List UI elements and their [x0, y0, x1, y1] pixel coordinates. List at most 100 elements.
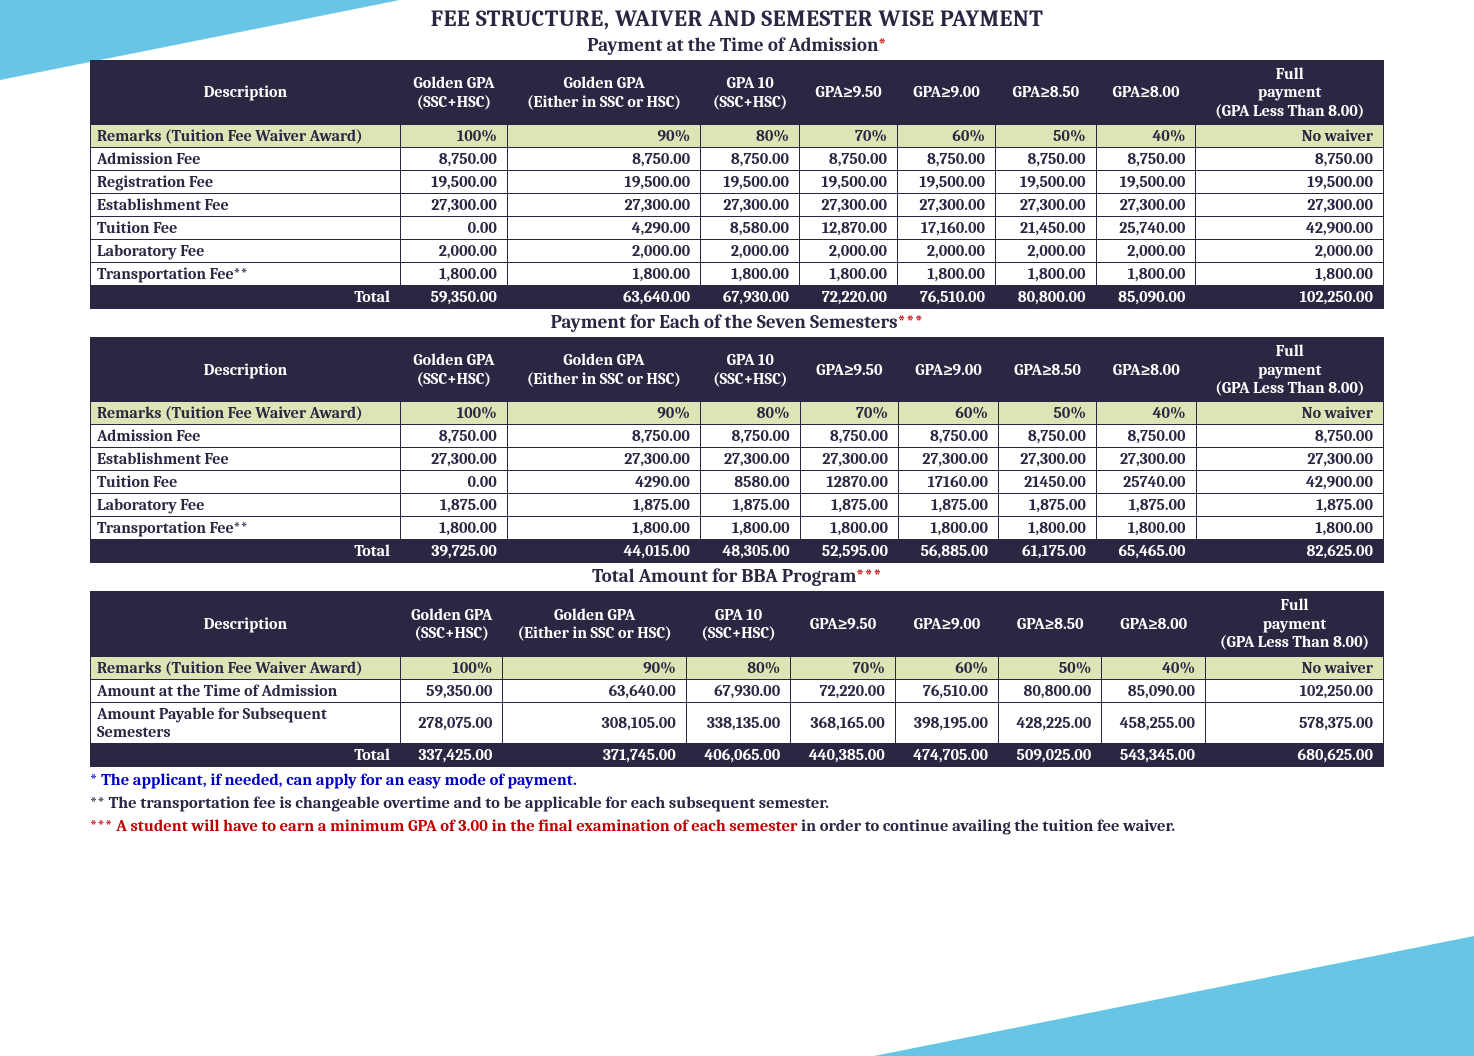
cell-value: 1,800.00 [1096, 517, 1196, 540]
total-value: 61,175.00 [999, 540, 1097, 563]
cell-value: 27,300.00 [898, 194, 996, 217]
cell-value: 1,800.00 [899, 517, 999, 540]
total-value: 474,705.00 [895, 743, 998, 766]
row-label: Admission Fee [91, 148, 401, 171]
cell-value: 19,500.00 [1196, 171, 1384, 194]
cell-value: 1,875.00 [800, 494, 898, 517]
total-value: 65,465.00 [1096, 540, 1196, 563]
column-header: GPA≥8.00 [1096, 61, 1196, 125]
cell-value: 85,090.00 [1102, 679, 1206, 702]
cell-value: 27,300.00 [700, 448, 800, 471]
cell-value: 27,300.00 [1196, 194, 1384, 217]
table3-title-text: Total Amount for BBA Program [592, 565, 856, 587]
total-label: Total [91, 286, 401, 309]
cell-value: 8,750.00 [899, 425, 999, 448]
cell-value: 21450.00 [999, 471, 1097, 494]
cell-value: 19,500.00 [898, 171, 996, 194]
remarks-value: 100% [401, 656, 503, 679]
cell-value: 428,225.00 [999, 702, 1102, 743]
cell-value: 2,000.00 [701, 240, 800, 263]
remarks-row: Remarks (Tuition Fee Waiver Award)100%90… [91, 402, 1384, 425]
cell-value: 80,800.00 [999, 679, 1102, 702]
footnote-1: * The applicant, if needed, can apply fo… [90, 769, 1384, 792]
table-row: Tuition Fee0.004290.008580.0012870.00171… [91, 471, 1384, 494]
cell-value: 8,750.00 [800, 148, 898, 171]
total-value: 82,625.00 [1196, 540, 1383, 563]
remarks-value: 70% [791, 656, 896, 679]
cell-value: 2,000.00 [996, 240, 1097, 263]
total-value: 76,510.00 [898, 286, 996, 309]
total-value: 48,305.00 [700, 540, 800, 563]
cell-value: 27,300.00 [507, 194, 700, 217]
remarks-row: Remarks (Tuition Fee Waiver Award)100%90… [91, 656, 1384, 679]
total-value: 680,625.00 [1206, 743, 1384, 766]
page-title: FEE STRUCTURE, WAIVER AND SEMESTER WISE … [90, 5, 1384, 32]
row-label: Transportation Fee** [91, 263, 401, 286]
total-value: 85,090.00 [1096, 286, 1196, 309]
cell-value: 25,740.00 [1096, 217, 1196, 240]
total-label: Total [91, 540, 401, 563]
column-header: GPA≥8.00 [1096, 338, 1196, 402]
column-header: Description [91, 338, 401, 402]
cell-value: 8,750.00 [401, 425, 508, 448]
cell-value: 1,800.00 [800, 263, 898, 286]
total-value: 44,015.00 [507, 540, 700, 563]
cell-value: 27,300.00 [999, 448, 1097, 471]
remarks-value: 80% [686, 656, 790, 679]
column-header: GPA≥8.50 [996, 61, 1097, 125]
cell-value: 27,300.00 [1096, 448, 1196, 471]
remarks-value: No waiver [1196, 125, 1384, 148]
total-value: 56,885.00 [899, 540, 999, 563]
cell-value: 19,500.00 [701, 171, 800, 194]
table-semester: DescriptionGolden GPA (SSC+HSC)Golden GP… [90, 337, 1384, 563]
total-row: Total337,425.00371,745.00406,065.00440,3… [91, 743, 1384, 766]
column-header: GPA≥9.50 [800, 61, 898, 125]
column-header: Fullpayment (GPA Less Than 8.00) [1206, 592, 1384, 656]
row-label: Establishment Fee [91, 448, 401, 471]
cell-value: 8,750.00 [401, 148, 508, 171]
remarks-value: 40% [1096, 125, 1196, 148]
remarks-value: 70% [800, 402, 898, 425]
total-value: 59,350.00 [401, 286, 508, 309]
total-value: 337,425.00 [401, 743, 503, 766]
total-value: 440,385.00 [791, 743, 896, 766]
table-row: Laboratory Fee1,875.001,875.001,875.001,… [91, 494, 1384, 517]
table-row: Laboratory Fee2,000.002,000.002,000.002,… [91, 240, 1384, 263]
cell-value: 1,875.00 [1096, 494, 1196, 517]
cell-value: 1,800.00 [507, 263, 700, 286]
column-header: GPA≥9.50 [791, 592, 896, 656]
cell-value: 1,875.00 [700, 494, 800, 517]
column-header: Golden GPA (SSC+HSC) [401, 61, 508, 125]
cell-value: 17,160.00 [898, 217, 996, 240]
table2-title: Payment for Each of the Seven Semesters*… [90, 311, 1384, 333]
cell-value: 4290.00 [507, 471, 700, 494]
table-admission: DescriptionGolden GPA (SSC+HSC)Golden GP… [90, 60, 1384, 309]
cell-value: 12,870.00 [800, 217, 898, 240]
column-header: Golden GPA (Either in SSC or HSC) [503, 592, 686, 656]
cell-value: 2,000.00 [507, 240, 700, 263]
cell-value: 8,750.00 [996, 148, 1097, 171]
remarks-value: 40% [1102, 656, 1206, 679]
total-value: 52,595.00 [800, 540, 898, 563]
column-header: Fullpayment (GPA Less Than 8.00) [1196, 338, 1383, 402]
cell-value: 76,510.00 [895, 679, 998, 702]
table2-title-text: Payment for Each of the Seven Semesters [551, 311, 898, 333]
cell-value: 1,800.00 [701, 263, 800, 286]
row-label: Tuition Fee [91, 217, 401, 240]
column-header: Golden GPA (SSC+HSC) [401, 338, 508, 402]
column-header: Golden GPA (SSC+HSC) [401, 592, 503, 656]
row-label: Establishment Fee [91, 194, 401, 217]
cell-value: 1,800.00 [1096, 263, 1196, 286]
total-value: 39,725.00 [401, 540, 508, 563]
cell-value: 2,000.00 [401, 240, 508, 263]
cell-value: 102,250.00 [1206, 679, 1384, 702]
table-row: Amount Payable for Subsequent Semesters2… [91, 702, 1384, 743]
table1-title: Payment at the Time of Admission* [90, 34, 1384, 56]
cell-value: 25740.00 [1096, 471, 1196, 494]
cell-value: 27,300.00 [800, 194, 898, 217]
cell-value: 2,000.00 [898, 240, 996, 263]
remarks-value: 90% [507, 125, 700, 148]
table-row: Establishment Fee27,300.0027,300.0027,30… [91, 448, 1384, 471]
remarks-value: 90% [507, 402, 700, 425]
cell-value: 1,800.00 [999, 517, 1097, 540]
